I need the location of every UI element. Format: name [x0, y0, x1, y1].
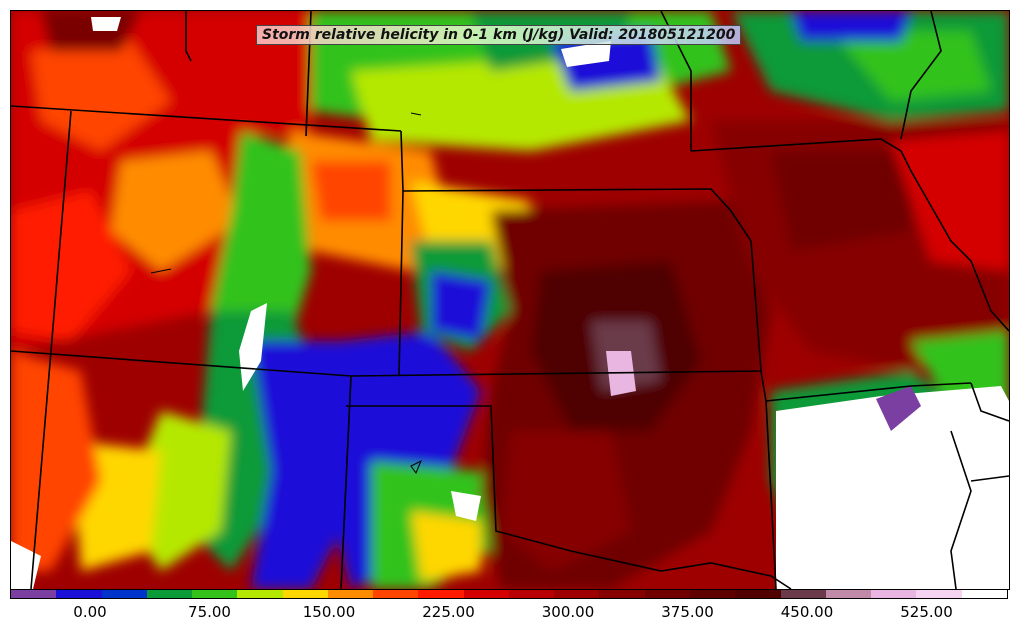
colorbar-tick-label: 75.00: [188, 603, 231, 621]
colorbar-tick-label: 225.00: [422, 603, 475, 621]
colorbar-swatch: [780, 590, 826, 598]
colorbar-swatch: [554, 590, 600, 598]
helicity-field-map: [11, 11, 1009, 589]
colorbar-tick-label: 150.00: [302, 603, 356, 621]
colorbar-swatch: [373, 590, 419, 598]
colorbar-swatch: [508, 590, 555, 598]
colorbar-tick-label: 375.00: [661, 603, 714, 621]
water-features: [150, 112, 422, 475]
colorbar-swatch: [282, 590, 328, 598]
colorbar-tick-label: 300.00: [541, 603, 595, 621]
colorbar-swatch: [101, 590, 147, 598]
colorbar-swatch: [871, 590, 917, 598]
colorbar-swatch: [735, 590, 781, 598]
colorbar-swatch: [825, 590, 872, 598]
colorbar-tick-label: 525.00: [900, 603, 953, 621]
colorbar-swatch: [192, 590, 238, 598]
colorbar-tick-label: 450.00: [780, 603, 834, 621]
colorbar-swatch: [11, 590, 57, 598]
white-areas: [11, 17, 1009, 589]
colorbar-swatch: [916, 590, 962, 598]
colorbar-swatch: [237, 590, 283, 598]
colorbar-ticks: 0.00 75.00 150.00 225.00 300.00 375.00 450.00 5…: [10, 601, 1008, 625]
colorbar-swatch: [689, 590, 736, 598]
map-panel: Storm relative helicity in 0-1 km (J/kg)…: [10, 10, 1010, 590]
colorbar-swatch: [599, 590, 645, 598]
colorbar-swatch: [56, 590, 102, 598]
colorbar-swatch: [327, 590, 374, 598]
colorbar: [10, 589, 1008, 599]
colorbar-swatch: [463, 590, 509, 598]
colorbar-swatch: [961, 590, 1007, 598]
colorbar-tick-label: 0.00: [73, 603, 107, 621]
colorbar-swatch: [644, 590, 690, 598]
helicity-contours: [11, 11, 1009, 589]
colorbar-swatch: [418, 590, 464, 598]
colorbar-swatch: [146, 590, 193, 598]
map-title: Storm relative helicity in 0-1 km (J/kg)…: [256, 25, 742, 45]
